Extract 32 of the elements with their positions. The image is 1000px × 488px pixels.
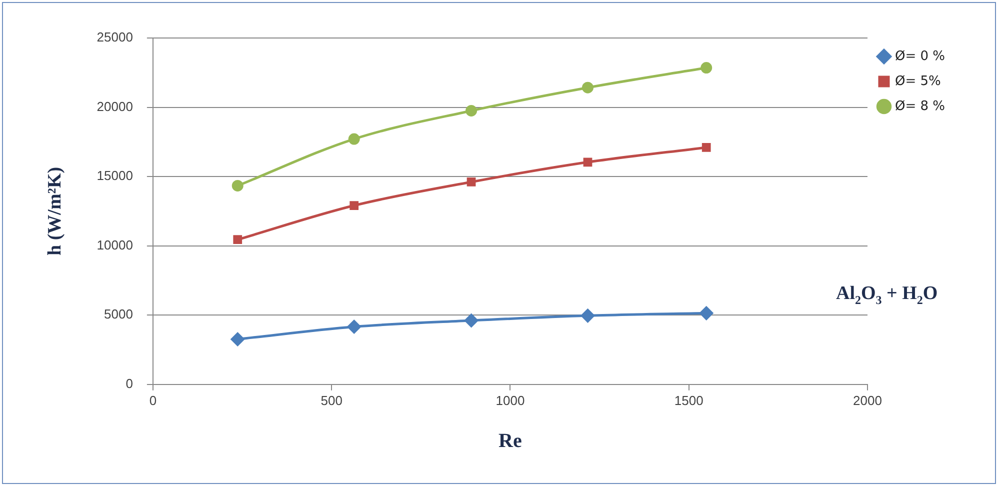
point [230, 332, 244, 346]
point [582, 82, 594, 94]
legend-label: Ø= 5% [894, 74, 941, 89]
point [580, 308, 594, 322]
point [700, 62, 712, 74]
y-tick-label: 5000 [104, 306, 133, 322]
legend-label: Ø= 8 % [894, 98, 945, 114]
point [348, 133, 360, 145]
annotation: Al$_{2}$O$_{3}$ + H$_{2}$O [836, 283, 938, 308]
point [347, 320, 361, 334]
y-tick-label: 20000 [96, 98, 133, 114]
point [464, 314, 478, 328]
point [232, 180, 244, 192]
y-tick-label: 25000 [96, 30, 133, 45]
x-tick-label: 0 [149, 392, 157, 408]
y-axis-title: h (W/m²K) [44, 166, 66, 256]
x-axis-title: Re [498, 430, 522, 452]
point [702, 143, 711, 152]
point [583, 158, 592, 167]
x-tick-label: 500 [320, 392, 342, 408]
x-tick-label: 2000 [853, 392, 882, 408]
y-tick-label: 10000 [96, 237, 133, 252]
x-tick-label: 1000 [496, 392, 525, 408]
point [233, 235, 242, 244]
y-tick-label: 15000 [96, 168, 133, 184]
point [350, 201, 359, 210]
point [466, 104, 478, 116]
point [466, 178, 476, 186]
x-tick-label: 1500 [674, 392, 704, 408]
legend-label: Ø= 0 % [894, 48, 945, 64]
point [700, 306, 714, 320]
y-tick-label: 0 [126, 376, 133, 391]
